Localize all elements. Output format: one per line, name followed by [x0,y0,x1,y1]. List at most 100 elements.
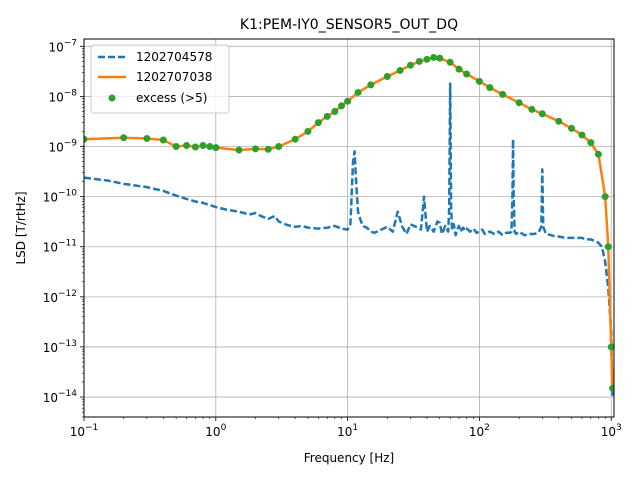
x-tick-exponent: 2 [484,423,490,433]
x-tick-exponent: 1 [352,423,358,433]
x-tick-label: 102 [469,423,490,439]
x-tick-exponent: 3 [616,423,622,433]
y-tick-base: 10 [48,141,63,155]
y-tick-label: 10−8 [48,88,77,104]
y-tick-base: 10 [48,40,63,54]
excess-point [415,57,423,65]
excess-point [191,143,199,151]
y-tick-label: 10−12 [43,289,77,305]
excess-point [84,135,88,143]
y-tick-label: 10−10 [43,189,78,205]
excess-point [423,55,431,63]
x-tick-label: 101 [337,423,358,439]
plot-frame [83,38,615,418]
y-tick-exponent: −7 [64,38,77,48]
excess-point [515,99,523,107]
excess-point [323,112,331,120]
y-tick-exponent: −13 [58,339,77,349]
x-axis-label: Frequency [Hz] [304,451,395,465]
excess-point [455,65,463,73]
legend-label-current: 1202707038 [136,70,212,84]
y-tick-label: 10−9 [48,139,77,155]
excess-point [344,97,352,105]
plot-series [84,53,614,398]
y-tick-exponent: −8 [64,88,78,98]
y-tick-label: 10−7 [48,38,77,54]
x-tick-base: 10 [469,425,484,439]
x-tick-exponent: −1 [85,423,98,433]
x-tick-base: 10 [205,425,220,439]
y-tick-base: 10 [48,90,63,104]
excess-point [264,145,272,153]
x-tick-base: 10 [337,425,352,439]
excess-point [430,53,438,61]
excess-point [601,193,609,201]
excess-point [338,102,346,110]
legend-label-excess: excess (>5) [136,91,207,105]
excess-point [568,124,576,132]
excess-point [406,61,414,69]
excess-point [396,66,404,74]
excess-point [199,141,207,149]
excess-point [206,143,214,151]
y-tick-exponent: −9 [64,139,78,149]
excess-point [235,146,243,154]
excess-point [604,243,612,251]
x-tick-base: 10 [601,425,616,439]
excess-point [183,141,191,149]
excess-point [475,77,483,85]
excess-point [383,72,391,80]
series-reference-line [84,82,614,398]
y-tick-label: 10−14 [43,389,78,405]
excess-point [354,88,362,96]
excess-point [538,110,546,118]
legend-box [90,44,230,114]
chart-title: K1:PEM-IY0_SENSOR5_OUT_DQ [240,17,458,33]
y-tick-label: 10−13 [43,339,77,355]
y-tick-base: 10 [43,291,58,305]
excess-point [251,145,259,153]
y-tick-base: 10 [43,191,58,205]
y-tick-exponent: −10 [58,189,77,199]
x-axis-ticks: 10−1 100 101 102 103 [70,417,622,439]
legend-label-reference: 1202704578 [136,50,212,64]
y-tick-label: 10−11 [43,239,77,255]
x-tick-label: 10−1 [70,423,99,439]
excess-point [159,136,167,144]
legend: 1202704578 1202707038 excess (>5) [90,44,230,114]
excess-point [275,143,283,151]
y-tick-base: 10 [43,341,58,355]
y-tick-exponent: −11 [58,239,77,249]
series-excess-points [84,53,614,392]
excess-point [555,117,563,125]
x-tick-label: 103 [601,423,622,439]
y-tick-exponent: −12 [58,289,77,299]
excess-point [120,134,128,142]
excess-point [463,70,471,78]
excess-point [304,127,312,135]
legend-swatch-excess [108,94,116,102]
excess-point [499,90,507,98]
excess-point [143,134,151,142]
y-tick-base: 10 [43,241,58,255]
y-tick-base: 10 [43,391,58,405]
excess-point [486,84,494,92]
excess-point [331,108,339,116]
y-tick-exponent: −14 [58,389,77,399]
excess-point [578,131,586,139]
excess-point [367,81,375,89]
excess-point [594,150,602,158]
excess-point [436,54,444,62]
excess-point [172,143,180,151]
x-tick-base: 10 [70,425,85,439]
excess-point [528,105,536,113]
excess-point [609,384,614,392]
excess-point [607,343,614,351]
excess-point [314,119,322,127]
x-tick-label: 100 [205,423,226,439]
excess-point [446,58,454,66]
excess-point [291,135,299,143]
y-axis-label: LSD [T/rtHz] [14,191,28,264]
